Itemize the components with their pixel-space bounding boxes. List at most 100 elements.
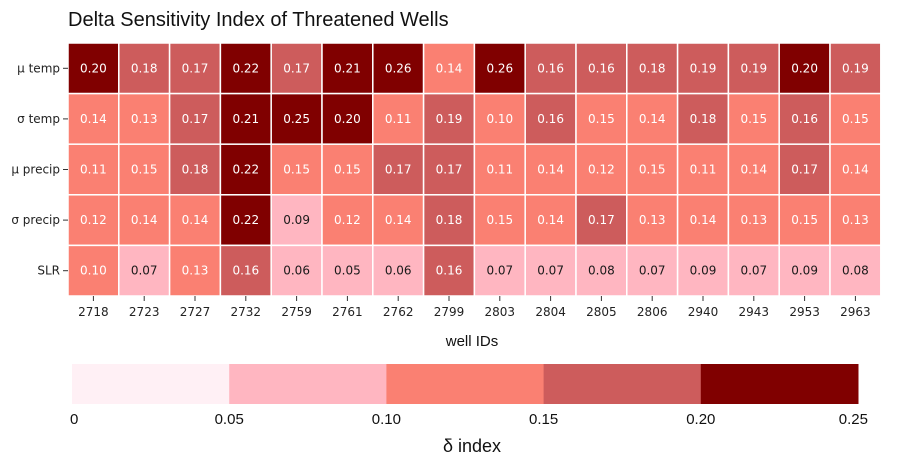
cell-value-label: 0.16	[232, 264, 259, 278]
x-tick-label: 2953	[789, 305, 820, 319]
cell-value-label: 0.09	[283, 213, 310, 227]
cell-value-label: 0.18	[182, 163, 209, 177]
heatmap-cell	[168, 194, 222, 247]
cell-value-label: 0.07	[740, 264, 767, 278]
cell-value-label: 0.17	[182, 61, 209, 75]
cell-value-label: 0.12	[334, 213, 361, 227]
cell-value-label: 0.15	[791, 213, 818, 227]
x-tick-label: 2963	[840, 305, 871, 319]
colorbar-tick-label: 0.15	[529, 411, 558, 428]
colorbar-segment	[543, 364, 702, 404]
y-tick-label: μ precip	[11, 163, 60, 177]
cell-value-label: 0.14	[436, 61, 463, 75]
colorbar-tick-label: 0.20	[686, 411, 715, 428]
heatmap-cell	[270, 194, 323, 247]
heatmap-cell	[422, 194, 476, 247]
heatmap-cell	[778, 143, 831, 196]
x-tick-label: 2718	[78, 305, 109, 319]
cell-value-label: 0.07	[537, 264, 564, 278]
cell-value-label: 0.14	[385, 213, 412, 227]
heatmap-cell	[219, 92, 272, 145]
heatmap-cell	[575, 92, 628, 145]
cell-value-label: 0.07	[486, 264, 513, 278]
chart-title: Delta Sensitivity Index of Threatened We…	[68, 9, 449, 31]
cell-value-label: 0.11	[80, 163, 107, 177]
cell-value-label: 0.12	[588, 163, 615, 177]
heatmap-cell	[524, 42, 577, 95]
cell-value-label: 0.19	[436, 112, 463, 126]
cell-value-label: 0.21	[334, 61, 361, 75]
cell-value-label: 0.20	[80, 61, 107, 75]
x-tick-label: 2727	[180, 305, 211, 319]
heatmap-cell	[727, 143, 780, 196]
cell-value-label: 0.17	[385, 163, 412, 177]
x-tick-label: 2759	[281, 305, 312, 319]
cell-value-label: 0.10	[486, 112, 513, 126]
x-axis-label: well IDs	[445, 333, 499, 350]
cell-value-label: 0.17	[588, 213, 615, 227]
cell-value-label: 0.15	[639, 163, 666, 177]
x-tick-label: 2806	[637, 305, 668, 319]
heatmap-cell	[270, 143, 323, 196]
cell-value-label: 0.16	[436, 264, 463, 278]
cell-value-label: 0.10	[80, 264, 107, 278]
heatmap-cell	[118, 92, 171, 145]
cell-value-label: 0.12	[80, 213, 107, 227]
heatmap-cell	[321, 42, 374, 95]
heatmap-cell	[118, 42, 171, 95]
cell-value-label: 0.13	[740, 213, 767, 227]
colorbar-tick-label: 0.25	[839, 411, 868, 428]
cell-value-label: 0.15	[486, 213, 513, 227]
x-tick-label: 2761	[332, 305, 363, 319]
x-tick-label: 2943	[739, 305, 770, 319]
cell-value-label: 0.19	[690, 61, 717, 75]
heatmap-cell	[829, 143, 882, 196]
cell-value-label: 0.14	[182, 213, 209, 227]
cell-value-label: 0.14	[131, 213, 158, 227]
y-tick-label: σ precip	[11, 213, 60, 227]
colorbar-segment	[386, 364, 545, 404]
cell-value-label: 0.07	[639, 264, 666, 278]
heatmap-cell	[727, 244, 780, 297]
cell-value-label: 0.16	[791, 112, 818, 126]
colorbar-tick-label: 0.05	[215, 411, 244, 428]
cell-value-label: 0.26	[486, 61, 513, 75]
heatmap-cell	[321, 194, 374, 247]
heatmap-cell	[829, 244, 882, 297]
cell-value-label: 0.14	[842, 163, 869, 177]
cell-value-label: 0.14	[690, 213, 717, 227]
x-tick-label: 2805	[586, 305, 617, 319]
x-tick-label: 2762	[383, 305, 414, 319]
cell-value-label: 0.14	[639, 112, 666, 126]
cell-value-label: 0.16	[588, 61, 615, 75]
cell-value-label: 0.09	[690, 264, 717, 278]
cell-value-label: 0.20	[334, 112, 361, 126]
cell-value-label: 0.20	[791, 61, 818, 75]
cell-value-label: 0.16	[537, 112, 564, 126]
cell-value-label: 0.14	[537, 213, 564, 227]
x-tick-label: 2799	[434, 305, 465, 319]
x-tick-label: 2940	[688, 305, 719, 319]
cell-value-label: 0.17	[436, 163, 463, 177]
cell-value-label: 0.05	[334, 264, 361, 278]
cell-value-label: 0.15	[131, 163, 158, 177]
colorbar-tick-labels: 0 0.05 0.10 0.15 0.20 0.25	[70, 411, 868, 428]
cell-value-label: 0.11	[486, 163, 513, 177]
cell-value-label: 0.22	[232, 213, 259, 227]
cell-value-label: 0.18	[131, 61, 158, 75]
heatmap-cell	[473, 244, 526, 297]
cell-value-label: 0.14	[537, 163, 564, 177]
heatmap-cell	[270, 244, 323, 297]
heatmap-cell	[524, 143, 577, 196]
heatmap-cell	[67, 194, 120, 247]
cell-value-label: 0.18	[639, 61, 666, 75]
heatmap-cell	[676, 92, 730, 145]
cell-value-label: 0.15	[334, 163, 361, 177]
colorbar-segment	[700, 364, 859, 404]
cell-value-label: 0.16	[537, 61, 564, 75]
heatmap-cell	[676, 244, 730, 297]
heatmap-cell	[422, 244, 476, 297]
cell-value-label: 0.18	[436, 213, 463, 227]
cell-value-label: 0.15	[283, 163, 310, 177]
